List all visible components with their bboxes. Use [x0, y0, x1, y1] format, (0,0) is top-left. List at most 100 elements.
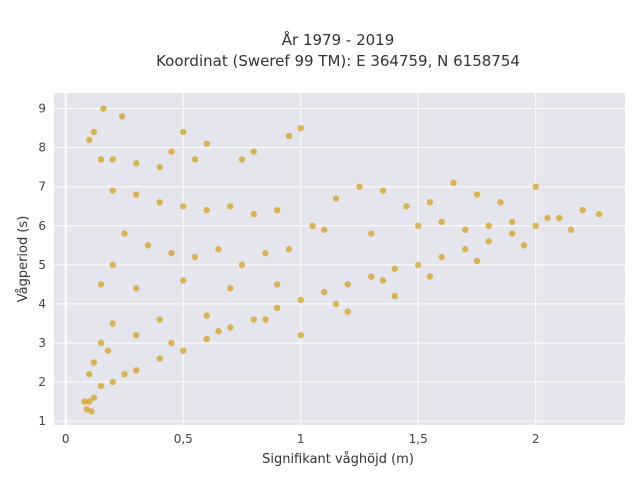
data-point	[332, 195, 340, 202]
data-point	[274, 281, 281, 288]
data-points	[81, 105, 603, 415]
data-point	[532, 183, 539, 190]
data-point	[332, 300, 340, 308]
data-point	[450, 179, 457, 187]
data-point	[86, 398, 93, 405]
data-point	[532, 222, 539, 229]
data-point	[156, 355, 163, 362]
x-tick-label: 0,5	[174, 432, 193, 446]
data-point	[97, 281, 105, 288]
y-tick-label: 1	[38, 414, 46, 428]
data-point	[274, 304, 281, 312]
data-point	[250, 210, 257, 218]
data-point	[473, 191, 481, 198]
data-point	[250, 316, 257, 323]
data-point	[133, 285, 140, 292]
data-point	[109, 187, 116, 194]
data-point	[309, 222, 316, 229]
data-point	[227, 203, 234, 210]
y-tick-label: 9	[38, 102, 46, 116]
data-point	[391, 292, 398, 300]
data-point	[297, 124, 304, 132]
data-point	[227, 324, 234, 331]
data-point	[97, 339, 105, 347]
x-tick-label: 1	[297, 432, 305, 446]
data-point	[520, 242, 528, 249]
data-point	[104, 347, 112, 354]
data-point	[579, 206, 586, 214]
data-point	[133, 331, 140, 339]
data-point	[250, 148, 257, 155]
data-point	[86, 371, 93, 378]
data-point	[121, 371, 128, 378]
data-point	[168, 339, 175, 347]
data-point	[121, 230, 128, 237]
data-point	[81, 398, 88, 405]
chart-title-line2: Koordinat (Sweref 99 TM): E 364759, N 61…	[156, 52, 520, 70]
data-point	[415, 222, 422, 229]
data-point	[156, 164, 163, 171]
data-point	[109, 261, 116, 269]
data-point	[133, 367, 140, 374]
data-point	[379, 187, 387, 194]
data-point	[262, 316, 269, 323]
data-point	[438, 218, 445, 226]
y-axis-title: Vågperiod (s)	[16, 216, 31, 303]
y-tick-label: 5	[38, 258, 46, 272]
data-point	[109, 378, 116, 386]
data-point	[86, 136, 93, 144]
data-point	[100, 105, 107, 112]
data-point	[168, 249, 175, 257]
grid-lines	[54, 93, 625, 425]
data-point	[90, 359, 98, 366]
data-point	[109, 320, 116, 327]
data-point	[203, 312, 210, 319]
data-point	[321, 226, 328, 233]
y-tick-label: 8	[38, 141, 46, 155]
data-point	[344, 308, 351, 315]
x-tick-labels: 0 0,5 1 1,5 2	[62, 432, 540, 446]
data-point	[203, 206, 210, 214]
chart-title-line1: År 1979 - 2019	[282, 30, 395, 49]
data-point	[144, 242, 152, 249]
data-point	[238, 261, 246, 269]
data-point	[368, 273, 375, 280]
data-point	[285, 246, 293, 253]
data-point	[297, 331, 304, 339]
data-point	[109, 156, 116, 163]
data-point	[485, 238, 492, 245]
data-point	[556, 214, 563, 222]
data-point	[438, 253, 445, 261]
data-point	[227, 285, 234, 292]
data-point	[156, 316, 163, 323]
data-point	[544, 214, 551, 222]
data-point	[191, 253, 199, 261]
data-point	[285, 132, 293, 140]
data-point	[497, 199, 504, 206]
data-point	[118, 113, 126, 120]
data-point	[133, 160, 140, 167]
data-point	[462, 246, 469, 253]
data-point	[180, 347, 187, 354]
data-point	[426, 199, 434, 206]
y-tick-label: 4	[38, 297, 46, 311]
data-point	[426, 273, 434, 280]
data-point	[180, 203, 187, 210]
data-point	[90, 394, 98, 401]
data-point	[509, 230, 516, 237]
data-point	[168, 148, 175, 155]
data-point	[567, 226, 575, 233]
data-point	[90, 128, 98, 136]
x-tick-label: 2	[532, 432, 540, 446]
data-point	[473, 257, 481, 265]
x-axis-title: Signifikant våghöjd (m)	[262, 452, 414, 467]
data-point	[156, 199, 163, 206]
data-point	[462, 226, 469, 233]
data-point	[321, 289, 328, 296]
data-point	[391, 265, 398, 272]
data-point	[97, 156, 105, 163]
y-tick-labels: 1 2 3 4 5 6 7 8 9	[38, 102, 46, 428]
data-point	[133, 191, 140, 198]
x-tick-label: 1,5	[409, 432, 428, 446]
x-tick-label: 0	[62, 432, 70, 446]
